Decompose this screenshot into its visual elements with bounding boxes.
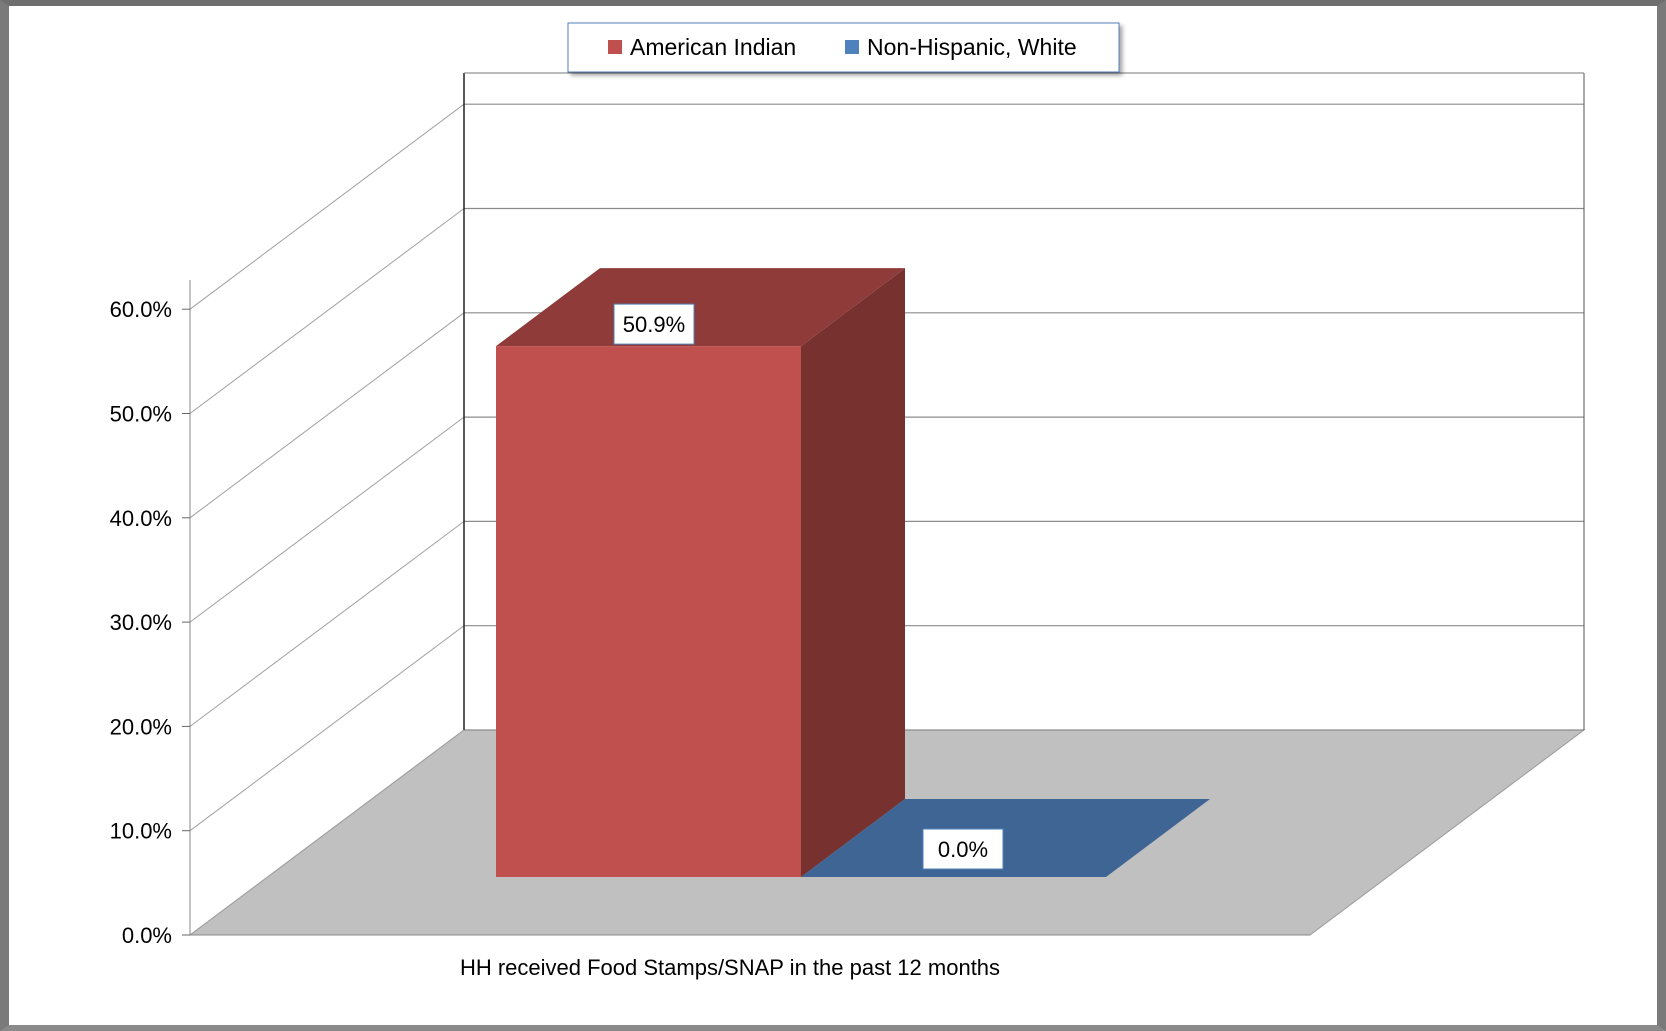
x-category-label: HH received Food Stamps/SNAP in the past…	[460, 955, 1000, 980]
data-labels: 50.9% 0.0%	[613, 303, 1004, 870]
data-label-1: 0.0%	[922, 828, 1004, 870]
data-label-box	[613, 303, 695, 345]
legend-box	[567, 22, 1120, 73]
bar-top-face	[801, 799, 1210, 877]
bars	[496, 268, 1210, 877]
gridline-side	[189, 520, 465, 727]
bar-top-face	[496, 268, 905, 347]
y-tick-label: 60.0%	[110, 297, 172, 322]
gridline-side	[189, 208, 465, 414]
y-tick-label: 30.0%	[110, 610, 172, 635]
bar-front-face	[496, 346, 801, 877]
gridline-side	[189, 625, 465, 832]
legend: American Indian Non-Hispanic, White	[567, 22, 1120, 73]
gridline-side	[189, 312, 465, 519]
gridline-side	[189, 416, 465, 623]
gridline-side	[189, 103, 465, 310]
bar-side-face	[801, 268, 905, 877]
y-tick-label: 50.0%	[110, 402, 172, 427]
legend-swatch-non-hispanic-white	[845, 40, 859, 54]
data-label-text: 0.0%	[938, 837, 988, 862]
gridline-side	[189, 729, 465, 936]
legend-swatch-american-indian	[608, 40, 622, 54]
legend-label-american-indian: American Indian	[630, 34, 796, 60]
data-label-box	[922, 828, 1004, 870]
legend-label-non-hispanic-white: Non-Hispanic, White	[867, 34, 1077, 60]
data-label-0: 50.9%	[613, 303, 695, 345]
y-tick-label: 40.0%	[110, 506, 172, 531]
bar-0	[496, 268, 905, 877]
y-axis: 0.0% 10.0% 20.0% 30.0% 40.0% 50.0% 60.0%	[110, 297, 190, 948]
bar-1	[801, 799, 1210, 877]
y-tick-label: 20.0%	[110, 714, 172, 739]
y-tick-label: 0.0%	[122, 923, 172, 948]
y-tick-label: 10.0%	[110, 819, 172, 844]
data-label-text: 50.9%	[623, 312, 685, 337]
